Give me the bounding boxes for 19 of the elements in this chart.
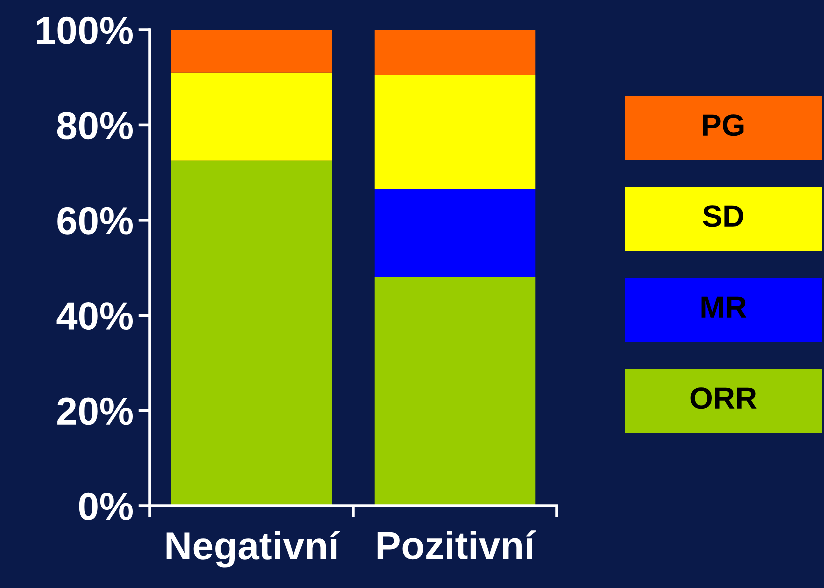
bar [171,72,332,161]
y-tick-label: 80% [57,112,134,140]
bar [374,30,536,76]
x-tick-label: Negativní [166,531,340,568]
y-tick-label: 60% [58,207,134,235]
bar [171,160,332,506]
y-tick-label: 40% [56,302,134,330]
bar [171,30,332,73]
y-tick-label: 100% [37,16,134,44]
text: SD [703,206,744,228]
text: MR [702,296,747,318]
text: PG [703,114,744,136]
bar [374,278,536,506]
y-tick-label: 0% [79,492,134,520]
bar [374,75,536,190]
y-tick-label: 20% [58,398,134,426]
bar [374,189,536,278]
text: ORR [690,388,757,410]
x-tick-label: Pozitivní [378,530,536,560]
